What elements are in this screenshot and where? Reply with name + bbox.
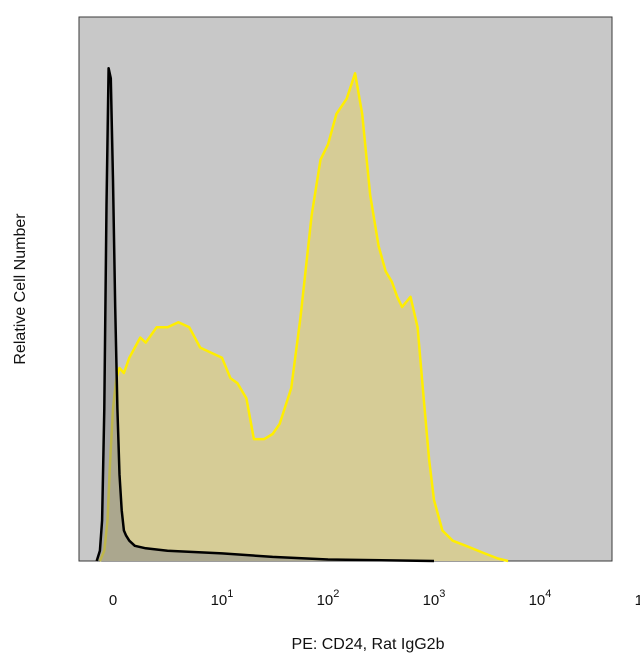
y-axis-label: Relative Cell Number <box>12 213 29 365</box>
x-tick-label: 101 <box>211 588 234 609</box>
x-tick-label: 102 <box>317 588 340 609</box>
series-1-line <box>98 72 509 563</box>
x-tick-label: 0 <box>109 592 117 609</box>
x-tick-label: 104 <box>529 588 552 609</box>
x-tick-label: 103 <box>423 588 446 609</box>
series-1-area <box>99 73 509 562</box>
x-tick-label: 105 <box>635 588 640 609</box>
series-2-line <box>95 66 435 563</box>
x-axis-label: PE: CD24, Rat IgG2b <box>292 636 445 653</box>
